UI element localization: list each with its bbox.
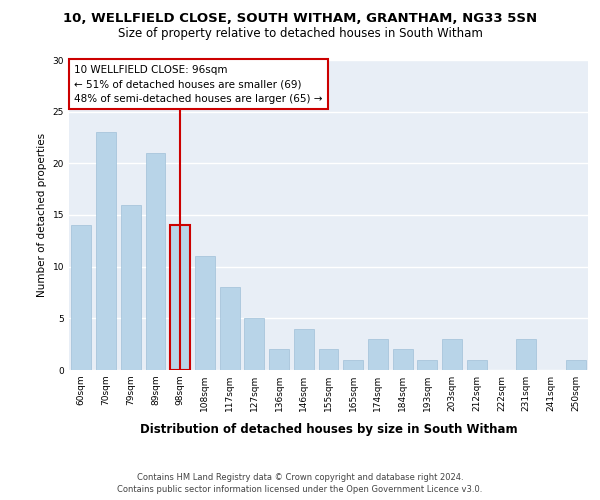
Bar (269, 350, 289, 370)
Bar (566, 360, 586, 370)
Text: Size of property relative to detached houses in South Witham: Size of property relative to detached ho… (118, 28, 482, 40)
Text: Distribution of detached houses by size in South Witham: Distribution of detached houses by size … (140, 422, 518, 436)
Y-axis label: Number of detached properties: Number of detached properties (37, 133, 47, 297)
Bar (393, 350, 413, 370)
Bar (146, 153, 166, 370)
Text: 10 WELLFIELD CLOSE: 96sqm
← 51% of detached houses are smaller (69)
48% of semi-: 10 WELLFIELD CLOSE: 96sqm ← 51% of detac… (74, 64, 323, 104)
Bar (195, 256, 215, 370)
Text: 10, WELLFIELD CLOSE, SOUTH WITHAM, GRANTHAM, NG33 5SN: 10, WELLFIELD CLOSE, SOUTH WITHAM, GRANT… (63, 12, 537, 26)
Bar (442, 339, 462, 370)
Bar (244, 318, 264, 370)
Bar (343, 360, 363, 370)
Bar (467, 360, 487, 370)
Bar (368, 339, 388, 370)
Bar (71, 226, 91, 370)
Bar (517, 339, 536, 370)
Bar (96, 132, 116, 370)
Bar (319, 350, 338, 370)
Text: Contains public sector information licensed under the Open Government Licence v3: Contains public sector information licen… (118, 485, 482, 494)
Bar (418, 360, 437, 370)
Text: Contains HM Land Registry data © Crown copyright and database right 2024.: Contains HM Land Registry data © Crown c… (137, 472, 463, 482)
Bar (170, 226, 190, 370)
Bar (220, 288, 239, 370)
Bar (294, 328, 314, 370)
Bar (121, 204, 140, 370)
